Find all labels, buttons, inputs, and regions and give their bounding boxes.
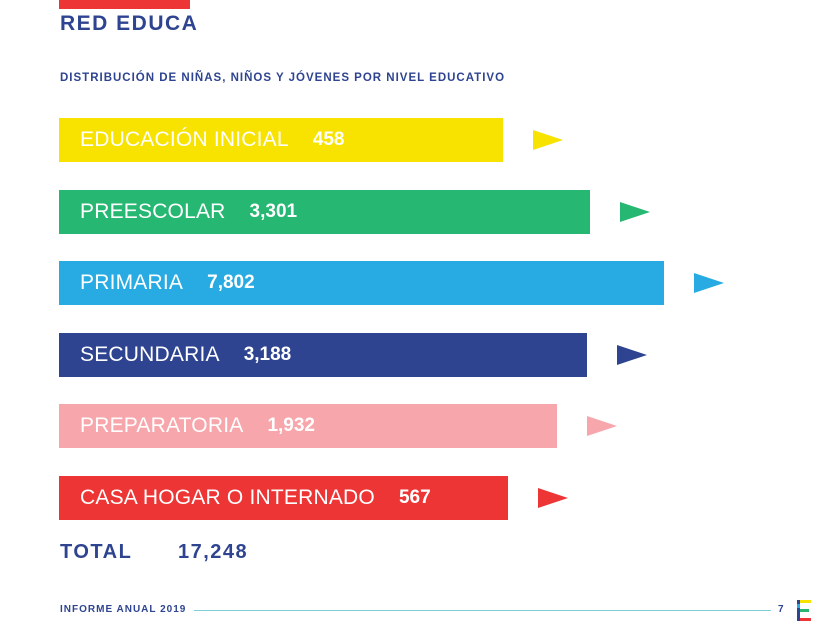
footer-report-name: INFORME ANUAL 2019 bbox=[60, 604, 187, 615]
bar: PREESCOLAR 3,301 bbox=[59, 190, 590, 234]
bar-value-label: 567 bbox=[398, 487, 431, 508]
footer-divider bbox=[194, 610, 771, 611]
pennant-arrow-icon bbox=[617, 345, 647, 365]
bar-category-label: PREPARATORIA bbox=[80, 414, 244, 437]
bar: PREPARATORIA 1,932 bbox=[59, 404, 557, 448]
bar: CASA HOGAR O INTERNADO 567 bbox=[59, 476, 508, 520]
bar-category-label: PREESCOLAR bbox=[80, 200, 226, 223]
bar-value-label: 7,802 bbox=[207, 272, 255, 293]
bar-category-label: SECUNDARIA bbox=[80, 343, 220, 366]
page-number: 7 bbox=[778, 604, 784, 615]
bar-category-label: PRIMARIA bbox=[80, 271, 184, 294]
bar-value-label: 458 bbox=[312, 129, 345, 150]
pennant-arrow-icon bbox=[587, 416, 617, 436]
pennant-arrow-icon bbox=[694, 273, 724, 293]
bar-value-label: 1,932 bbox=[267, 415, 315, 436]
pennant-arrow-icon bbox=[620, 202, 650, 222]
bar: EDUCACIÓN INICIAL 458 bbox=[59, 118, 503, 162]
page-title: RED EDUCA bbox=[60, 12, 199, 35]
bar-value-label: 3,301 bbox=[249, 201, 298, 222]
bar-category-label: CASA HOGAR O INTERNADO bbox=[80, 486, 375, 509]
chart-title: DISTRIBUCIÓN DE NIÑAS, NIÑOS Y JÓVENES P… bbox=[60, 72, 506, 84]
pennant-arrow-icon bbox=[533, 130, 563, 150]
top-accent-bar bbox=[59, 0, 190, 9]
bar-value-label: 3,188 bbox=[243, 344, 292, 365]
logo-icon bbox=[797, 600, 811, 621]
total-label: TOTAL bbox=[60, 541, 133, 563]
pennant-arrow-icon bbox=[538, 488, 568, 508]
bar: SECUNDARIA 3,188 bbox=[59, 333, 587, 377]
total-value: 17,248 bbox=[178, 541, 249, 563]
bar-category-label: EDUCACIÓN INICIAL bbox=[80, 128, 289, 151]
bar: PRIMARIA 7,802 bbox=[59, 261, 664, 305]
